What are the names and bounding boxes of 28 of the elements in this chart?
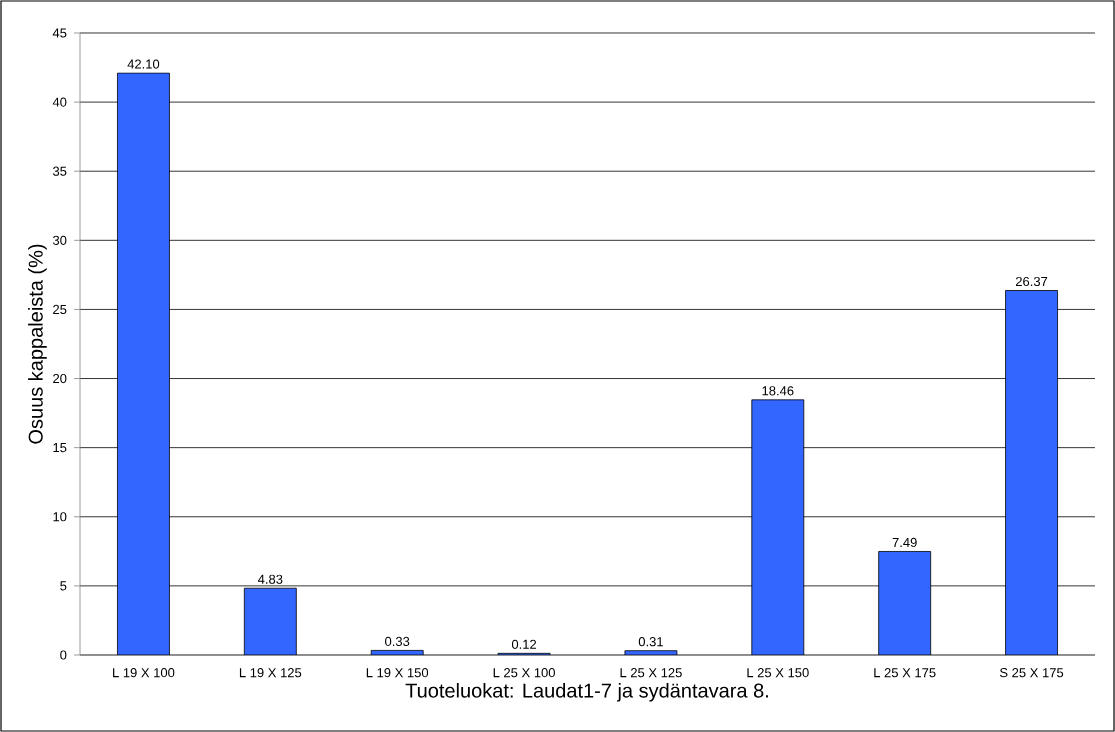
data-label: 0.33 <box>385 636 410 647</box>
x-tick-label: L 19 X 125 <box>239 668 302 678</box>
x-tick-label: L 25 X 175 <box>874 668 936 678</box>
x-tick-label: L 25 X 125 <box>620 668 682 678</box>
y-tick-label: 0 <box>60 650 67 660</box>
data-label: 26.37 <box>1015 276 1048 287</box>
y-tick-label: 20 <box>53 373 67 384</box>
y-tick-label: 40 <box>52 97 67 107</box>
y-tick-label: 10 <box>53 512 67 522</box>
x-tick-label: L 19 X 100 <box>113 668 175 678</box>
y-tick-label: 5 <box>60 581 67 591</box>
y-tick-label: 25 <box>53 304 67 315</box>
data-label: 4.83 <box>257 574 283 584</box>
data-label: 0.31 <box>638 637 663 647</box>
x-tick-label: L 25 X 100 <box>493 668 555 678</box>
y-axis-title: Osuus kappaleista (%) <box>28 244 47 444</box>
y-tick-label: 45 <box>52 28 67 38</box>
x-tick-label: L 25 X 150 <box>747 668 809 678</box>
x-tick-label: S 25 X 175 <box>999 668 1064 678</box>
x-tick-label: L 19 X 150 <box>366 668 429 678</box>
x-axis-title: Tuoteluokat: Laudat1-7 ja sydäntavara 8. <box>405 682 768 702</box>
data-label: 7.49 <box>892 537 917 548</box>
y-tick-label: 35 <box>52 166 67 176</box>
data-label: 18.46 <box>762 386 794 396</box>
data-label: 0.12 <box>511 639 537 649</box>
data-label: 42.10 <box>127 59 160 69</box>
y-tick-label: 30 <box>52 235 67 245</box>
y-tick-label: 15 <box>53 443 67 453</box>
